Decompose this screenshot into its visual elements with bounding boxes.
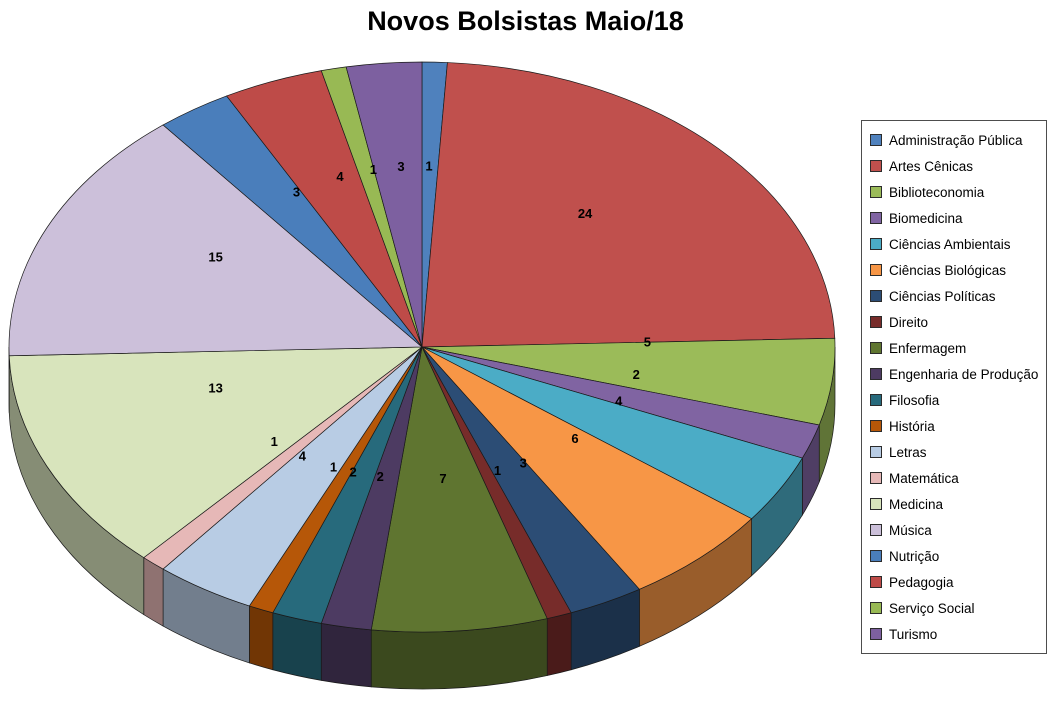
legend-label: Música [889,522,932,538]
legend-swatch-icon [870,550,882,562]
legend-label: Ciências Ambientais [889,236,1011,252]
legend-item-biblioteconomia[interactable]: Biblioteconomia [870,179,1038,205]
data-label-enfermagem: 7 [439,471,446,486]
legend-label: Medicina [889,496,944,512]
data-label-biomedicina: 2 [633,367,640,382]
legend-label: Serviço Social [889,600,975,616]
legend-item-historia[interactable]: História [870,413,1038,439]
pie-slice-ciencias-biologicas[interactable]: Ciências Biológicas: 6 [421,346,753,590]
data-label-letras: 4 [299,448,307,463]
data-label-historia: 1 [330,459,337,474]
pie-slice-artes-cenicas[interactable]: Artes Cênicas: 24 [421,62,836,348]
legend-label: Filosofia [889,392,940,408]
legend-swatch-icon [870,160,882,172]
legend-label: Artes Cênicas [889,158,974,174]
legend-swatch-icon [870,446,882,458]
legend-item-musica[interactable]: Música [870,517,1038,543]
legend: Administração Pública Artes Cênicas Biblio… [861,120,1047,654]
data-label-engenharia-de-producao: 2 [377,469,384,484]
legend-item-administracao-publica[interactable]: Administração Pública [870,127,1038,153]
legend-swatch-icon [870,212,882,224]
legend-item-nutricao[interactable]: Nutrição [870,543,1038,569]
legend-item-turismo[interactable]: Turismo [870,621,1038,647]
legend-swatch-icon [870,498,882,510]
legend-label: Engenharia de Produção [889,366,1039,382]
chart-title: Novos Bolsistas Maio/18 [367,6,684,36]
legend-label: Ciências Políticas [889,288,996,304]
pie-slice-enfermagem[interactable]: Enfermagem: 7 [370,345,548,633]
legend-swatch-icon [870,238,882,250]
pie-slice-side-historia [249,605,274,671]
legend-item-ciencias-ambientais[interactable]: Ciências Ambientais [870,231,1038,257]
legend-swatch-icon [870,186,882,198]
legend-swatch-icon [870,342,882,354]
data-label-direito: 1 [494,463,501,478]
data-label-administracao-publica: 1 [425,158,432,173]
legend-label: Matemática [889,470,959,486]
legend-item-letras[interactable]: Letras [870,439,1038,465]
legend-swatch-icon [870,264,882,276]
data-label-filosofia: 2 [350,464,357,479]
pie-slice-side-engenharia-de-producao [320,622,372,688]
legend-swatch-icon [870,368,882,380]
legend-swatch-icon [870,290,882,302]
data-label-musica: 15 [208,249,222,264]
legend-label: Pedagogia [889,574,954,590]
legend-item-biomedicina[interactable]: Biomedicina [870,205,1038,231]
legend-item-servico-social[interactable]: Serviço Social [870,595,1038,621]
data-label-medicina: 13 [208,381,222,396]
pie-slice-turismo[interactable]: Turismo: 3 [345,61,423,348]
legend-item-direito[interactable]: Direito [870,309,1038,335]
legend-swatch-icon [870,628,882,640]
legend-swatch-icon [870,316,882,328]
legend-label: Biomedicina [889,210,963,226]
legend-label: Direito [889,314,929,330]
legend-item-ciencias-biologicas[interactable]: Ciências Biológicas [870,257,1038,283]
legend-item-engenharia-de-producao[interactable]: Engenharia de Produção [870,361,1038,387]
legend-swatch-icon [870,524,882,536]
legend-item-enfermagem[interactable]: Enfermagem [870,335,1038,361]
data-label-ciencias-biologicas: 6 [571,431,578,446]
legend-label: Turismo [889,626,938,642]
legend-label: História [889,418,935,434]
data-label-ciencias-ambientais: 4 [615,393,623,408]
legend-label: Enfermagem [889,340,967,356]
data-label-pedagogia: 4 [336,169,344,184]
legend-label: Biblioteconomia [889,184,985,200]
legend-item-pedagogia[interactable]: Pedagogia [870,569,1038,595]
legend-item-artes-cenicas[interactable]: Artes Cênicas [870,153,1038,179]
pie-slice-medicina[interactable]: Medicina: 13 [8,346,424,559]
pie-slice-side-direito [546,612,572,677]
legend-label: Letras [889,444,927,460]
legend-item-ciencias-politicas[interactable]: Ciências Políticas [870,283,1038,309]
data-label-servico-social: 1 [370,162,377,177]
legend-label: Ciências Biológicas [889,262,1007,278]
legend-item-filosofia[interactable]: Filosofia [870,387,1038,413]
legend-swatch-icon [870,420,882,432]
legend-swatch-icon [870,576,882,588]
legend-item-medicina[interactable]: Medicina [870,491,1038,517]
pie-slice-side-filosofia [272,612,322,681]
pie-slice-musica[interactable]: Música: 15 [8,124,423,357]
legend-swatch-icon [870,394,882,406]
legend-label: Administração Pública [889,132,1023,148]
legend-item-matematica[interactable]: Matemática [870,465,1038,491]
data-label-artes-cenicas: 24 [578,206,593,221]
data-label-ciencias-politicas: 3 [520,455,527,470]
data-label-turismo: 3 [397,159,404,174]
legend-swatch-icon [870,602,882,614]
pie-slice-side-matematica [143,556,164,627]
data-label-biblioteconomia: 5 [644,334,651,349]
data-label-nutricao: 3 [293,184,300,199]
legend-swatch-icon [870,472,882,484]
data-label-matematica: 1 [271,434,278,449]
legend-swatch-icon [870,134,882,146]
legend-label: Nutrição [889,548,940,564]
